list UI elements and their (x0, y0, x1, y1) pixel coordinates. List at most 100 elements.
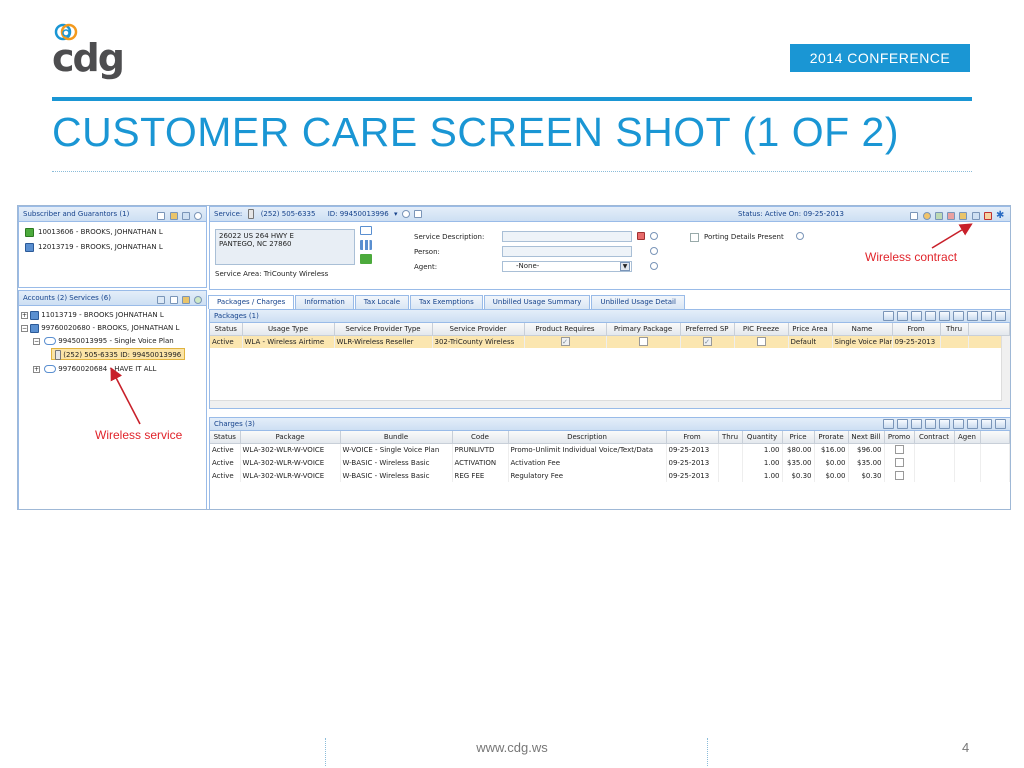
add-row-icon[interactable] (925, 419, 936, 429)
sort-icon[interactable] (169, 296, 178, 304)
column-header[interactable]: Usage Type (242, 323, 335, 336)
column-header[interactable]: Service Provider Type (334, 323, 433, 336)
tab-tax-locale[interactable]: Tax Locale (354, 295, 410, 309)
tab-information[interactable]: Information (295, 295, 354, 309)
tools-icon[interactable] (181, 212, 190, 220)
primary-package-checkbox[interactable] (638, 337, 648, 347)
expand-icon[interactable]: + (21, 311, 28, 319)
porting-details-checkbox[interactable] (690, 233, 699, 242)
column-header[interactable]: Thru (940, 323, 969, 336)
agent-select[interactable]: -None- ▼ (502, 261, 632, 272)
column-header[interactable]: Thru (718, 431, 743, 444)
column-header[interactable]: Quantity (742, 431, 783, 444)
building-icon[interactable] (360, 240, 372, 250)
search-icon[interactable] (401, 210, 410, 218)
transfer-icon[interactable] (169, 212, 178, 220)
person-field[interactable] (502, 246, 632, 257)
search-icon[interactable] (650, 232, 658, 240)
search-icon[interactable] (650, 247, 658, 255)
column-header[interactable]: Price Area (788, 323, 833, 336)
column-header[interactable]: Bundle (340, 431, 453, 444)
column-header[interactable]: Price (782, 431, 815, 444)
export-icon[interactable] (897, 311, 908, 321)
tree-item-plan[interactable]: + 99760020684 - HAVE IT ALL (33, 365, 157, 373)
chevron-down-icon[interactable]: ▼ (620, 262, 630, 271)
history-icon[interactable] (967, 419, 978, 429)
copy-service-icon[interactable] (971, 212, 980, 220)
column-header[interactable]: Product Requires (524, 323, 607, 336)
refresh-icon[interactable] (194, 296, 202, 304)
column-header[interactable]: Preferred SP (680, 323, 735, 336)
arrow-right-icon[interactable] (953, 419, 964, 429)
search-icon[interactable] (650, 262, 658, 270)
print-icon[interactable] (981, 311, 992, 321)
collapse-tree-icon[interactable]: − (33, 337, 40, 345)
tree-item-account[interactable]: − 99760020680 - BROOKS, JOHNATHAN L (21, 323, 180, 333)
column-header[interactable]: Description (508, 431, 667, 444)
column-header[interactable]: Agen (954, 431, 981, 444)
export-icon[interactable] (897, 419, 908, 429)
expand-icon[interactable]: + (33, 365, 40, 373)
column-header[interactable]: Status (210, 431, 241, 444)
column-header[interactable]: Primary Package (606, 323, 681, 336)
columns-icon[interactable] (911, 311, 922, 321)
column-header[interactable]: Contract (914, 431, 955, 444)
table-row[interactable]: Active WLA - Wireless Airtime WLR-Wirele… (210, 335, 1010, 348)
column-header[interactable]: Prorate (814, 431, 849, 444)
asterisk-icon[interactable]: ✱ (996, 210, 1005, 221)
window-icon[interactable] (995, 419, 1006, 429)
column-header[interactable]: Package (240, 431, 341, 444)
tab-tax-exemptions[interactable]: Tax Exemptions (410, 295, 483, 309)
copy-icon[interactable] (413, 210, 422, 218)
contract-icon[interactable] (983, 212, 992, 220)
table-row[interactable]: Active WLA-302-WLR-W-VOICE W-BASIC - Wir… (210, 456, 1010, 469)
filter-icon[interactable] (883, 311, 894, 321)
history-icon[interactable] (967, 311, 978, 321)
guarantor-row[interactable]: 12013719 - BROOKS, JOHNATHAN L (19, 240, 206, 255)
table-row[interactable]: Active WLA-302-WLR-W-VOICE W-VOICE - Sin… (210, 443, 1010, 456)
settings-icon[interactable] (922, 212, 931, 220)
preferred-sp-checkbox[interactable] (702, 337, 712, 347)
column-header[interactable]: Code (452, 431, 509, 444)
column-header[interactable]: Next Bill (848, 431, 885, 444)
tab-unbilled-usage-summary[interactable]: Unbilled Usage Summary (483, 295, 591, 309)
table-row[interactable]: Active WLA-302-WLR-W-VOICE W-BASIC - Wir… (210, 469, 1010, 482)
search-icon[interactable] (194, 212, 202, 220)
filter-icon[interactable] (883, 419, 894, 429)
service-description-field[interactable] (502, 231, 632, 242)
arrow-left-icon[interactable] (939, 419, 950, 429)
column-header[interactable]: From (666, 431, 719, 444)
tab-unbilled-usage-detail[interactable]: Unbilled Usage Detail (591, 295, 685, 309)
vertical-scrollbar[interactable] (1001, 336, 1010, 408)
column-header[interactable]: Promo (884, 431, 915, 444)
edit-description-icon[interactable] (637, 232, 645, 240)
search-icon[interactable] (796, 232, 804, 240)
add-account-icon[interactable] (157, 296, 166, 304)
subscriber-row[interactable]: 10013606 - BROOKS, JOHNATHAN L (19, 225, 206, 240)
promo-checkbox[interactable] (894, 458, 904, 467)
collapse-icon[interactable] (157, 212, 166, 220)
arrow-right-icon[interactable] (953, 311, 964, 321)
swap-icon[interactable] (934, 212, 943, 220)
copy-icon[interactable] (910, 212, 919, 220)
print-icon[interactable] (981, 419, 992, 429)
window-icon[interactable] (995, 311, 1006, 321)
chart-icon[interactable] (360, 254, 372, 264)
column-header[interactable]: Name (832, 323, 893, 336)
promo-checkbox[interactable] (894, 471, 904, 480)
columns-icon[interactable] (911, 419, 922, 429)
tree-item-account[interactable]: + 11013719 - BROOKS JOHNATHAN L (21, 310, 164, 320)
chevron-down-icon[interactable]: ▾ (393, 210, 398, 218)
horizontal-scrollbar[interactable] (210, 400, 1002, 408)
tree-item-plan[interactable]: − 99450013995 - Single Voice Plan (33, 337, 174, 345)
pic-freeze-checkbox[interactable] (756, 337, 766, 347)
tree-item-wireless-service[interactable]: (252) 505-6335 ID: 99450013996 (51, 348, 186, 360)
tab-packages-charges[interactable]: Packages / Charges (208, 295, 295, 309)
sam-icon[interactable] (947, 212, 956, 220)
collapse-tree-icon[interactable]: − (21, 324, 28, 332)
add-row-icon[interactable] (925, 311, 936, 321)
equipment-icon[interactable] (959, 212, 968, 220)
promo-checkbox[interactable] (894, 445, 904, 455)
column-header[interactable]: Status (210, 323, 243, 336)
arrow-left-icon[interactable] (939, 311, 950, 321)
